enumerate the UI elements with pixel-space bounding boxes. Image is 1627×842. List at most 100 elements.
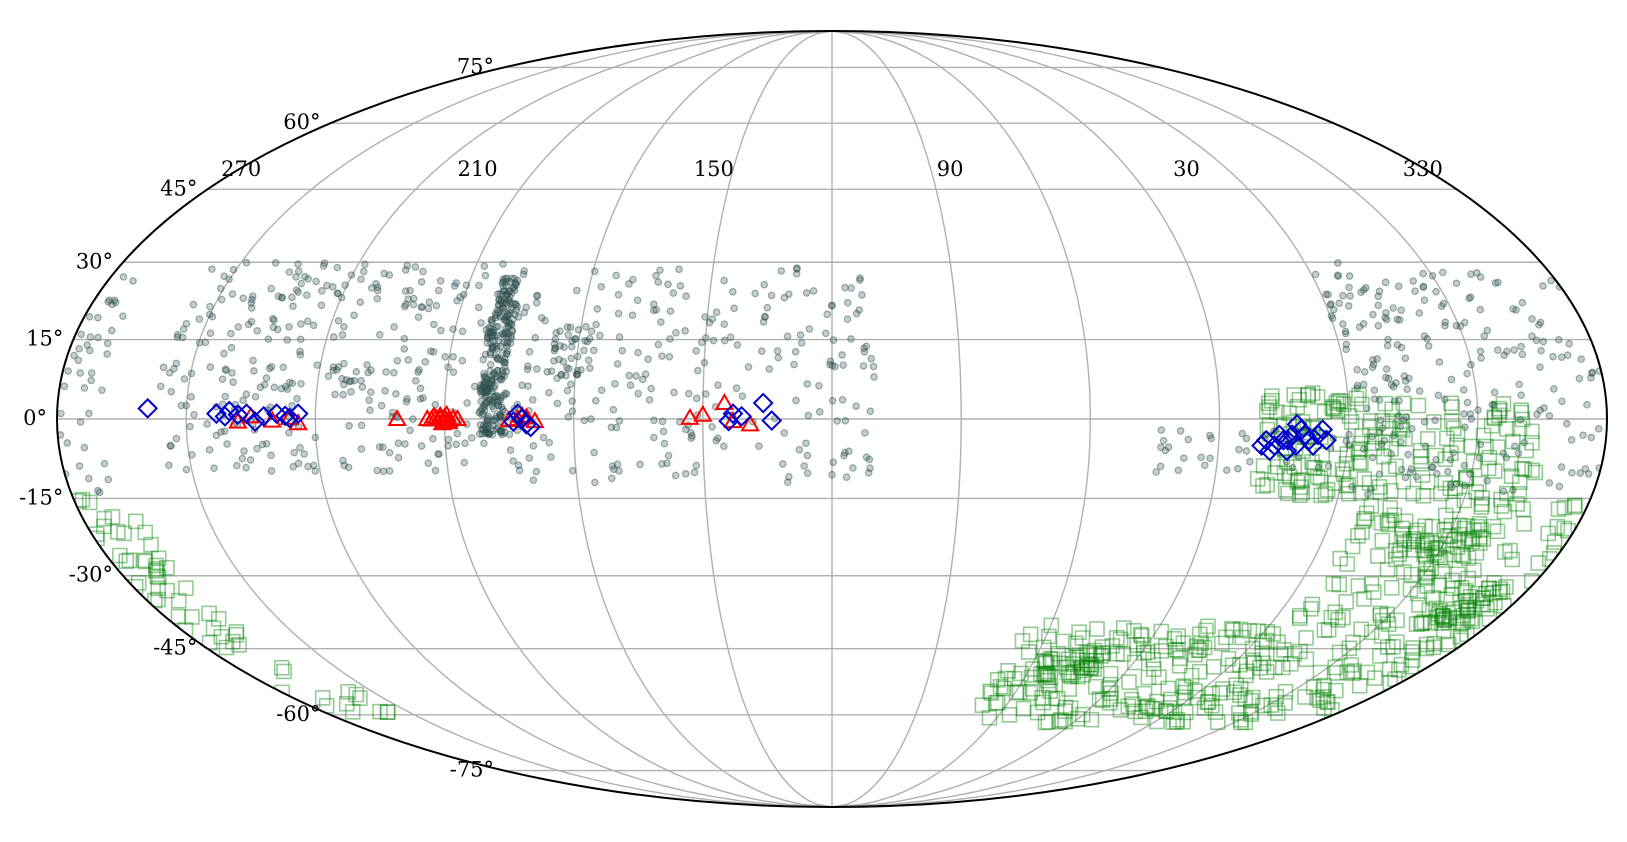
- square-marker: [1319, 482, 1336, 498]
- circle-marker: [227, 329, 235, 338]
- circle-marker: [733, 341, 742, 349]
- square-marker: [1109, 645, 1125, 662]
- square-marker: [1422, 614, 1439, 631]
- circle-marker: [426, 347, 435, 356]
- circle-marker: [1461, 423, 1469, 432]
- circle-marker: [866, 464, 874, 472]
- square-marker: [1403, 658, 1419, 675]
- circle-marker: [1197, 453, 1205, 462]
- square-marker: [379, 704, 396, 720]
- circle-marker: [504, 330, 513, 338]
- square-marker: [1343, 414, 1360, 430]
- square-marker: [1372, 484, 1389, 501]
- circle-marker: [484, 329, 492, 337]
- circle-marker: [515, 466, 524, 475]
- diamond-marker: [279, 407, 300, 429]
- circle-marker: [352, 367, 361, 376]
- square-marker: [1255, 478, 1271, 494]
- square-marker: [1352, 435, 1369, 452]
- square-marker: [1192, 626, 1208, 643]
- circle-marker: [571, 335, 579, 344]
- circle-marker: [1400, 372, 1409, 380]
- circle-marker: [480, 439, 488, 448]
- circle-marker: [815, 382, 823, 390]
- circle-marker: [1345, 430, 1353, 439]
- circle-marker: [296, 335, 305, 344]
- circle-marker: [641, 370, 650, 379]
- square-marker: [1424, 518, 1441, 535]
- square-marker: [149, 561, 166, 577]
- circle-marker: [664, 280, 672, 289]
- circle-marker: [83, 341, 91, 349]
- circle-marker: [486, 348, 495, 357]
- circle-marker: [1348, 482, 1356, 491]
- circle-marker: [418, 303, 426, 311]
- circle-marker: [614, 290, 623, 299]
- circle-marker: [487, 377, 496, 385]
- circle-marker: [1563, 351, 1572, 360]
- circle-marker: [363, 361, 371, 369]
- square-marker: [1486, 409, 1503, 425]
- circle-marker: [496, 413, 505, 422]
- square-marker: [1493, 491, 1509, 508]
- circle-marker: [414, 313, 423, 321]
- square-marker: [1409, 522, 1426, 539]
- circle-marker: [108, 326, 116, 335]
- square-marker: [1112, 702, 1129, 718]
- square-marker: [1466, 522, 1482, 539]
- square-marker: [1261, 399, 1278, 415]
- circle-marker: [488, 387, 496, 396]
- circle-marker: [841, 283, 849, 292]
- circle-marker: [449, 325, 457, 333]
- circle-marker: [260, 380, 269, 389]
- square-marker: [1083, 711, 1100, 728]
- square-marker: [1418, 636, 1435, 653]
- circle-marker: [494, 336, 503, 345]
- circle-marker: [177, 401, 186, 410]
- circle-marker: [744, 363, 753, 371]
- circle-marker: [1420, 332, 1429, 340]
- square-marker: [1498, 485, 1515, 502]
- square-marker: [1457, 582, 1474, 599]
- circle-marker: [785, 473, 793, 481]
- square-marker: [1354, 428, 1370, 444]
- circle-marker: [493, 290, 502, 298]
- square-marker: [1456, 533, 1473, 549]
- square-marker: [184, 609, 200, 625]
- square-marker: [1041, 628, 1057, 645]
- circle-marker: [489, 398, 497, 406]
- circle-marker: [481, 389, 489, 397]
- square-marker: [1474, 590, 1491, 607]
- circle-marker: [581, 336, 589, 345]
- circle-marker: [484, 429, 493, 437]
- circle-marker: [511, 279, 519, 287]
- square-marker: [1414, 537, 1431, 554]
- circle-marker: [656, 266, 664, 275]
- circle-marker: [1575, 374, 1584, 383]
- circle-marker: [666, 307, 675, 316]
- square-marker: [1104, 638, 1121, 654]
- square-marker: [1466, 601, 1483, 617]
- square-marker: [1006, 670, 1023, 687]
- circle-marker: [332, 366, 341, 374]
- circle-marker: [1557, 353, 1566, 361]
- circle-marker: [593, 305, 602, 313]
- square-marker: [1121, 674, 1137, 690]
- circle-marker: [188, 450, 196, 459]
- triangle-marker: [436, 404, 457, 422]
- circle-marker: [76, 369, 85, 377]
- square-marker: [1040, 714, 1057, 730]
- square-marker: [996, 680, 1012, 697]
- square-marker: [1082, 645, 1098, 662]
- square-marker: [1136, 645, 1152, 661]
- square-marker: [1158, 638, 1174, 655]
- square-marker: [1353, 485, 1369, 501]
- circle-marker: [574, 326, 583, 334]
- circle-marker: [709, 336, 718, 345]
- square-marker: [1449, 437, 1465, 454]
- circle-marker: [430, 320, 438, 329]
- circle-marker: [503, 342, 511, 350]
- circle-marker: [852, 402, 860, 410]
- square-marker: [1395, 395, 1412, 412]
- circle-marker: [504, 309, 512, 318]
